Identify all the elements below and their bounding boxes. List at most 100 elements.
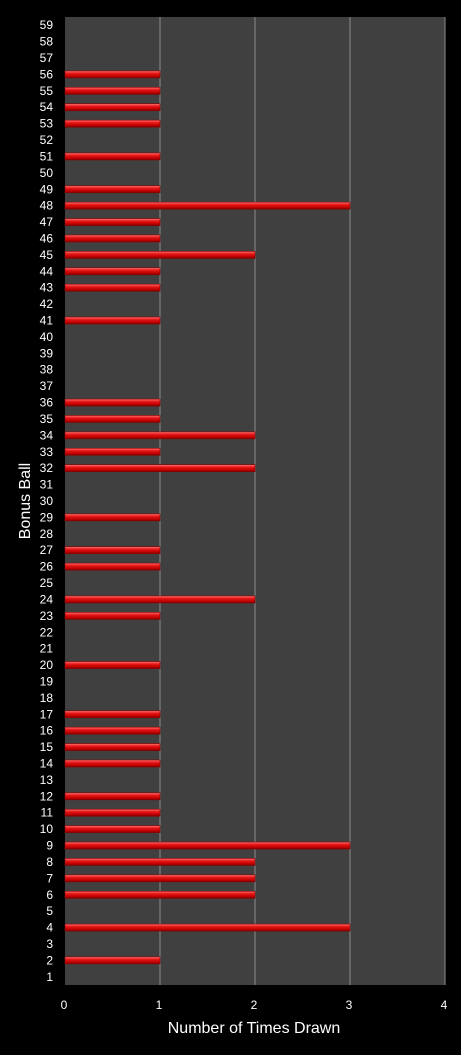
- y-tick-label: 24: [40, 592, 54, 606]
- bar-10: [64, 825, 161, 833]
- y-tick-label: 7: [46, 871, 53, 885]
- y-tick-label: 12: [40, 789, 54, 803]
- y-tick-label: 28: [40, 527, 54, 541]
- bar-36: [64, 398, 161, 407]
- y-tick-label: 44: [40, 264, 54, 278]
- bar-53: [64, 119, 161, 128]
- bar-2: [64, 956, 161, 965]
- y-tick-label: 43: [40, 281, 54, 295]
- y-tick-label: 27: [40, 543, 54, 557]
- y-tick-label: 19: [40, 674, 54, 688]
- x-tick-label: 0: [61, 998, 68, 1012]
- y-tick-label: 49: [40, 182, 54, 196]
- y-tick-label: 32: [40, 461, 54, 475]
- bar-54: [64, 103, 161, 112]
- y-tick-label: 57: [40, 51, 54, 65]
- bar-16: [64, 726, 161, 735]
- bar-15: [64, 743, 161, 751]
- y-tick-label: 45: [40, 248, 54, 262]
- y-tick-label: 10: [40, 822, 54, 836]
- y-tick-label: 33: [40, 445, 54, 459]
- x-tick-label: 4: [441, 998, 448, 1012]
- bar-27: [64, 546, 161, 555]
- y-tick-label: 48: [40, 199, 54, 213]
- bar-7: [64, 874, 256, 883]
- y-tick-label: 51: [40, 149, 54, 163]
- bar-14: [64, 759, 161, 768]
- y-tick-label: 22: [40, 625, 54, 639]
- y-tick-label: 15: [40, 740, 54, 754]
- bar-20: [64, 661, 161, 669]
- y-tick-label: 40: [40, 330, 54, 344]
- bar-35: [64, 415, 161, 423]
- bar-48: [64, 201, 351, 210]
- y-tick-label: 47: [40, 215, 54, 229]
- y-tick-label: 56: [40, 67, 54, 81]
- y-tick-label: 16: [40, 724, 54, 738]
- bars: [64, 70, 351, 965]
- y-tick-label: 50: [40, 166, 54, 180]
- y-tick-label: 42: [40, 297, 54, 311]
- bar-33: [64, 447, 161, 456]
- bar-41: [64, 316, 161, 325]
- bar-17: [64, 710, 161, 719]
- bar-8: [64, 858, 256, 866]
- bar-55: [64, 87, 161, 95]
- y-tick-label: 41: [40, 314, 54, 328]
- x-tick-label: 2: [251, 998, 258, 1012]
- y-tick-label: 52: [40, 133, 54, 147]
- x-tick-labels: 0 1 2 3 4: [61, 998, 448, 1012]
- y-tick-label: 21: [40, 642, 54, 656]
- bar-4: [64, 923, 351, 932]
- y-tick-label: 46: [40, 231, 54, 245]
- bar-29: [64, 513, 161, 522]
- bar-12: [64, 792, 161, 801]
- bar-34: [64, 431, 256, 440]
- bar-26: [64, 562, 161, 571]
- y-tick-label: 9: [46, 839, 53, 853]
- y-tick-label: 20: [40, 658, 54, 672]
- y-tick-label: 54: [40, 100, 54, 114]
- y-tick-label: 35: [40, 412, 54, 426]
- y-tick-label: 37: [40, 379, 54, 393]
- y-tick-label: 11: [41, 806, 54, 820]
- y-tick-label: 17: [40, 707, 54, 721]
- y-tick-label: 25: [40, 576, 54, 590]
- bar-24: [64, 595, 256, 604]
- y-tick-label: 13: [40, 773, 54, 787]
- bar-44: [64, 267, 161, 276]
- y-tick-label: 55: [40, 84, 54, 98]
- x-tick-label: 3: [346, 998, 353, 1012]
- bar-11: [64, 808, 161, 817]
- y-tick-label: 59: [40, 18, 54, 32]
- bar-32: [64, 464, 256, 472]
- y-axis-title: Bonus Ball: [17, 463, 34, 540]
- x-axis-title: Number of Times Drawn: [168, 1020, 341, 1037]
- bar-45: [64, 251, 256, 259]
- bar-47: [64, 218, 161, 226]
- bar-51: [64, 152, 161, 161]
- y-tick-label: 30: [40, 494, 54, 508]
- y-tick-label: 34: [40, 428, 54, 442]
- bar-43: [64, 283, 161, 292]
- y-tick-label: 38: [40, 363, 54, 377]
- y-tick-label: 14: [40, 757, 54, 771]
- bar-56: [64, 70, 161, 79]
- x-tick-label: 1: [156, 998, 163, 1012]
- y-tick-label: 29: [40, 510, 54, 524]
- bar-46: [64, 234, 161, 243]
- y-tick-label: 26: [40, 560, 54, 574]
- y-tick-label: 31: [40, 478, 54, 492]
- y-tick-label: 39: [40, 346, 54, 360]
- y-tick-label: 36: [40, 396, 54, 410]
- bar-9: [64, 841, 351, 850]
- gridlines: [159, 17, 446, 985]
- y-tick-label: 18: [40, 691, 54, 705]
- y-tick-label: 1: [46, 970, 53, 984]
- y-tick-label: 23: [40, 609, 54, 623]
- y-tick-label: 4: [46, 921, 53, 935]
- bar-23: [64, 612, 161, 620]
- y-tick-label: 58: [40, 35, 54, 49]
